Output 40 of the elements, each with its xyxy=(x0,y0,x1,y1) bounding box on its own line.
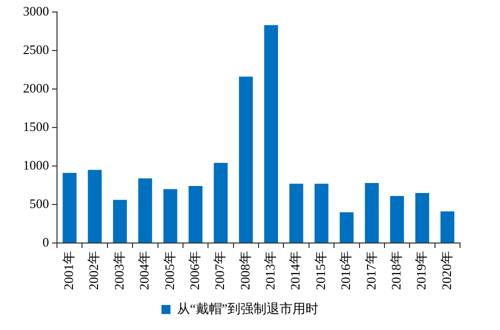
x-tick-label: 2013年 xyxy=(262,251,278,290)
bar xyxy=(314,184,328,242)
x-tick-label: 2019年 xyxy=(414,251,429,290)
x-tick-label: 2003年 xyxy=(111,251,126,290)
x-tick-label: 2008年 xyxy=(237,251,252,290)
bar xyxy=(163,189,178,242)
bar xyxy=(440,211,454,242)
x-tick-label: 2004年 xyxy=(136,251,152,290)
x-tick-label: 2017年 xyxy=(363,251,378,290)
x-tick-label: 2007年 xyxy=(212,251,228,290)
bar xyxy=(415,192,430,242)
bar xyxy=(113,200,127,242)
x-tick-label: 2020年 xyxy=(438,251,454,290)
y-tick-label: 0 xyxy=(42,234,49,250)
bar xyxy=(390,196,404,242)
bar xyxy=(264,25,278,242)
legend-label: 从“戴帽”到强制退市用时 xyxy=(176,300,319,316)
bar xyxy=(188,186,202,242)
x-tick-label: 2002年 xyxy=(86,251,102,290)
bar xyxy=(238,76,253,242)
bar xyxy=(364,182,379,242)
x-tick-label: 2015年 xyxy=(312,251,328,290)
bar xyxy=(88,170,102,242)
bar xyxy=(214,162,228,242)
bar xyxy=(340,212,354,242)
bar xyxy=(62,172,77,242)
bar xyxy=(138,178,152,242)
x-tick-label: 2006年 xyxy=(186,251,202,290)
x-tick-label: 2018年 xyxy=(388,251,404,290)
y-tick-label: 3000 xyxy=(23,3,49,18)
y-tick-label: 1500 xyxy=(23,118,49,134)
x-tick-label: 2005年 xyxy=(162,251,177,290)
y-tick-label: 2000 xyxy=(23,80,49,96)
y-tick-label: 500 xyxy=(30,196,49,211)
y-tick-label: 2500 xyxy=(23,42,49,57)
bar xyxy=(289,184,304,242)
y-tick-label: 1000 xyxy=(23,157,49,172)
x-tick-label: 2016年 xyxy=(338,251,354,290)
x-tick-label: 2014年 xyxy=(288,251,303,290)
x-tick-label: 2001年 xyxy=(61,251,76,290)
